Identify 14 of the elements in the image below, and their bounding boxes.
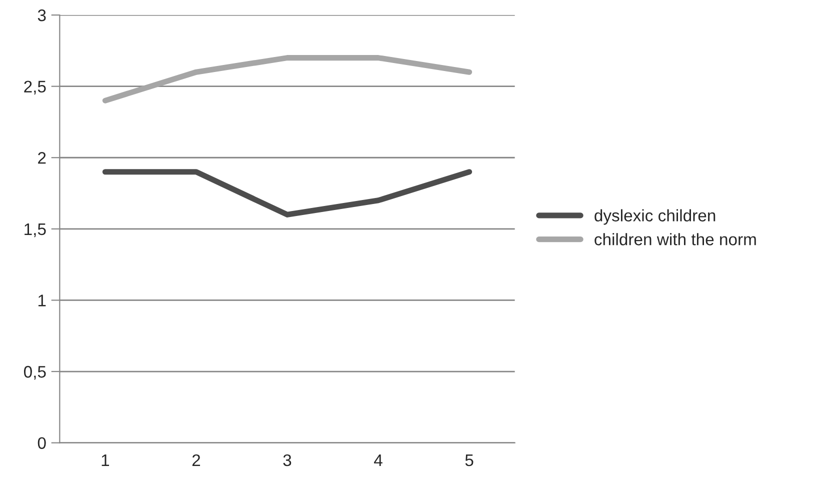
y-tick-label: 2 <box>38 152 46 164</box>
y-tick-label: 1 <box>38 294 46 306</box>
y-tick-label: 0 <box>38 437 46 450</box>
x-tick-label: 5 <box>465 454 474 466</box>
y-tick-label: 3 <box>38 9 46 22</box>
x-tick-label: 2 <box>192 454 200 466</box>
legend-label: dyslexic children <box>594 209 716 225</box>
x-tick-label: 4 <box>374 454 382 466</box>
legend-label: children with the norm <box>594 233 756 246</box>
y-tick-label: 1,5 <box>24 223 46 238</box>
y-tick-label: 2,5 <box>24 80 46 94</box>
x-tick-label: 1 <box>102 454 110 466</box>
x-tick-label: 3 <box>283 454 292 466</box>
y-tick-label: 0,5 <box>24 366 46 380</box>
